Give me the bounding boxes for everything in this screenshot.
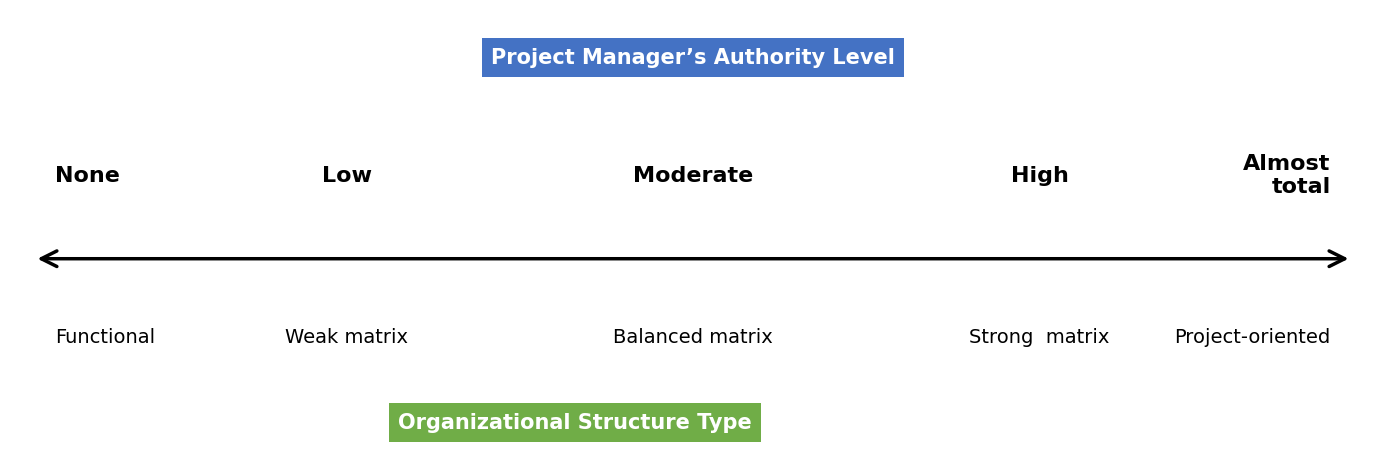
Text: Low: Low xyxy=(322,165,371,186)
Text: Project Manager’s Authority Level: Project Manager’s Authority Level xyxy=(491,48,895,68)
Text: Balanced matrix: Balanced matrix xyxy=(613,328,773,347)
Text: None: None xyxy=(55,165,121,186)
Text: Project-oriented: Project-oriented xyxy=(1174,328,1331,347)
Text: Moderate: Moderate xyxy=(633,165,753,186)
Text: Strong  matrix: Strong matrix xyxy=(969,328,1110,347)
Text: High: High xyxy=(1010,165,1069,186)
Text: Organizational Structure Type: Organizational Structure Type xyxy=(398,413,753,433)
Text: Functional: Functional xyxy=(55,328,155,347)
Text: Almost
total: Almost total xyxy=(1243,154,1331,197)
Text: Weak matrix: Weak matrix xyxy=(286,328,407,347)
